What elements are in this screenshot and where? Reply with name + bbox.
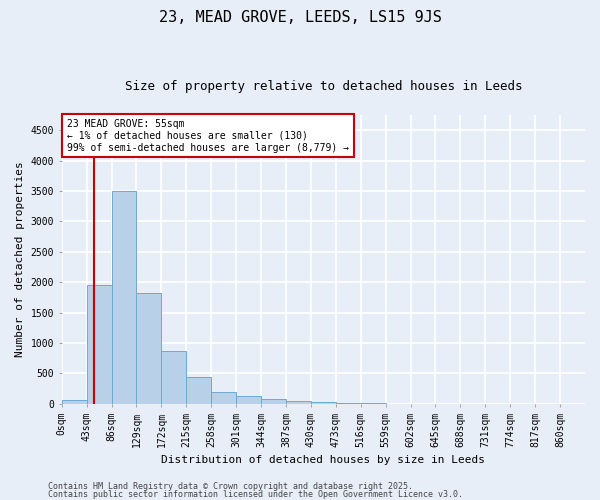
Bar — [286, 401, 311, 404]
Bar — [236, 396, 261, 404]
Bar — [311, 402, 336, 404]
Y-axis label: Number of detached properties: Number of detached properties — [15, 162, 25, 358]
Bar — [261, 399, 286, 404]
Text: Contains public sector information licensed under the Open Government Licence v3: Contains public sector information licen… — [48, 490, 463, 499]
Text: Contains HM Land Registry data © Crown copyright and database right 2025.: Contains HM Land Registry data © Crown c… — [48, 482, 413, 491]
Bar — [112, 191, 136, 404]
Bar — [136, 293, 161, 404]
X-axis label: Distribution of detached houses by size in Leeds: Distribution of detached houses by size … — [161, 455, 485, 465]
Bar — [62, 400, 86, 404]
Text: 23, MEAD GROVE, LEEDS, LS15 9JS: 23, MEAD GROVE, LEEDS, LS15 9JS — [158, 10, 442, 25]
Bar — [186, 378, 211, 404]
Text: 23 MEAD GROVE: 55sqm
← 1% of detached houses are smaller (130)
99% of semi-detac: 23 MEAD GROVE: 55sqm ← 1% of detached ho… — [67, 120, 349, 152]
Title: Size of property relative to detached houses in Leeds: Size of property relative to detached ho… — [125, 80, 522, 93]
Bar — [86, 285, 112, 404]
Bar — [161, 352, 186, 404]
Bar — [336, 403, 361, 404]
Bar — [211, 392, 236, 404]
